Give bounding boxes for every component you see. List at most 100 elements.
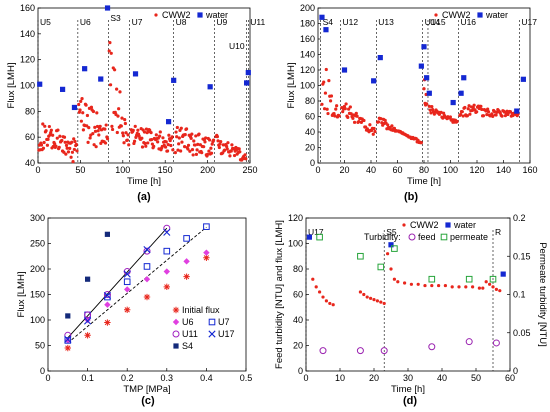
data-point [124, 306, 131, 313]
data-point [80, 97, 84, 101]
chart-panel-3: 0 0.1 0.2 0.3 0.4 0.5 0 50 100 150 200 250 300 TMP [M… [16, 213, 252, 407]
event-marker-label: S3 [110, 13, 121, 23]
x-tick-label: 0.3 [161, 373, 174, 383]
data-point [441, 116, 445, 120]
data-point [59, 86, 66, 92]
data-point [168, 138, 172, 143]
data-point [416, 282, 420, 286]
y2-tick-label: 0 [513, 366, 518, 376]
data-point [225, 147, 229, 151]
y-tick-label: 0 [40, 366, 45, 376]
data-point [167, 133, 171, 137]
data-point [146, 141, 150, 145]
data-point [156, 140, 160, 144]
legend-label: U6 [182, 317, 194, 327]
data-point [123, 121, 127, 126]
x-tick-label: 160 [522, 165, 537, 175]
data-point [376, 120, 381, 124]
data-point [424, 75, 430, 81]
data-point [341, 110, 345, 114]
legend-label: permeate [450, 232, 488, 242]
data-point [346, 115, 350, 119]
legend-swatch [197, 12, 203, 18]
data-point [468, 112, 472, 116]
data-point [328, 301, 332, 306]
y-tick-label: 250 [30, 239, 45, 249]
legend-label: U7 [218, 317, 230, 327]
y-tick-label: 40 [25, 158, 35, 168]
data-point [104, 123, 108, 127]
data-point [217, 145, 221, 150]
x-tick-label: 140 [496, 165, 511, 175]
data-point [422, 87, 426, 91]
series-s4 [65, 231, 110, 319]
data-point [429, 111, 433, 115]
data-point [110, 127, 115, 132]
data-point [183, 133, 187, 137]
data-point [459, 112, 463, 117]
data-point [189, 136, 193, 140]
x-axis-label: Time [h] [391, 384, 425, 395]
y-tick-label: 80 [25, 106, 35, 116]
event-marker-label: U14 [425, 17, 441, 27]
data-point [232, 153, 237, 158]
data-point [356, 347, 364, 355]
data-point [64, 344, 71, 352]
x-tick-label: 50 [471, 373, 481, 383]
data-point [173, 151, 177, 155]
data-point [328, 99, 333, 103]
y-axis-label: Flux [LMH] [16, 272, 27, 318]
data-point [314, 285, 318, 289]
data-point [72, 137, 76, 141]
data-point [430, 283, 434, 288]
data-point [486, 107, 490, 111]
y-tick-label: 40 [305, 127, 315, 137]
legend-label: CWW2 [442, 10, 471, 20]
data-point [195, 148, 199, 152]
data-point [143, 293, 151, 301]
legend-swatch [477, 12, 483, 18]
data-point [84, 332, 91, 339]
data-point [109, 51, 113, 55]
data-point [132, 139, 137, 143]
data-point [380, 347, 388, 355]
data-point [481, 114, 486, 118]
series-u17 [64, 228, 171, 343]
y-tick-label: 80 [305, 96, 315, 106]
data-point [494, 287, 498, 291]
data-point [481, 286, 485, 290]
y-axis-label: Feed turbidity [NTU] and flux [LMH] [274, 220, 285, 369]
data-point [123, 278, 131, 286]
data-point [357, 252, 364, 260]
data-point [322, 107, 327, 111]
x-tick-label: 10 [335, 373, 345, 383]
data-point [84, 311, 92, 319]
legend-swatch [208, 330, 216, 338]
data-point [84, 316, 91, 324]
data-point [183, 258, 190, 265]
data-point [56, 128, 60, 132]
event-marker-label: R [495, 227, 501, 237]
data-point [163, 247, 171, 255]
data-point [165, 119, 172, 125]
legend-label: Initial flux [182, 305, 220, 315]
data-point [427, 104, 431, 108]
panel-caption: (c) [141, 395, 155, 407]
legend-label: S4 [182, 341, 193, 351]
data-point [322, 80, 326, 84]
data-point [183, 235, 190, 242]
data-point [87, 126, 91, 130]
data-point [190, 148, 195, 152]
data-point [331, 303, 335, 307]
y-tick-label: 140 [300, 50, 315, 60]
data-point [430, 105, 434, 109]
data-point [46, 137, 50, 141]
y2-tick-label: 0.2 [513, 213, 526, 223]
data-point [209, 146, 213, 150]
data-point [58, 134, 62, 138]
data-point [177, 142, 181, 146]
x-tick-label: 60 [392, 165, 402, 175]
data-point [179, 149, 183, 153]
data-point [163, 145, 168, 149]
legend-label: CWW2 [410, 220, 439, 230]
